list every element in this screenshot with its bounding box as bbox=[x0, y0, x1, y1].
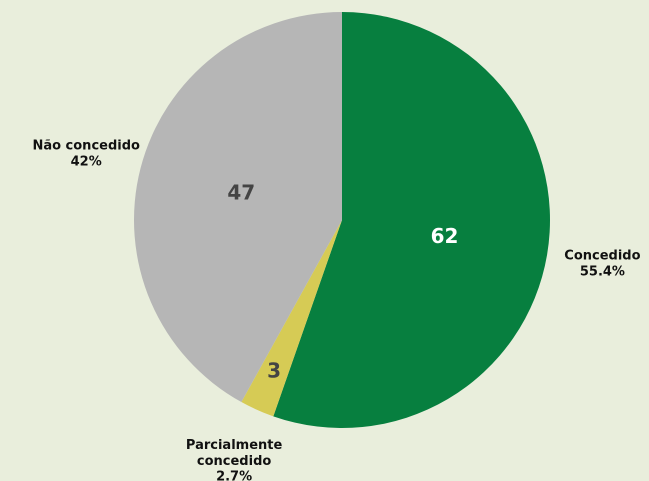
percentage-label: 2.7% bbox=[216, 470, 252, 481]
percentage-label: 42% bbox=[71, 155, 102, 170]
pie-slice bbox=[273, 12, 550, 428]
slice-value-label: 47 bbox=[227, 181, 255, 205]
slice-value-label: 3 bbox=[267, 358, 281, 382]
category-label-line: concedido bbox=[197, 454, 271, 469]
slice-value-label: 62 bbox=[431, 224, 459, 248]
pie-slice bbox=[241, 220, 342, 417]
category-label-line: Parcialmente bbox=[186, 438, 283, 453]
category-label: Parcialmente concedido bbox=[186, 438, 283, 469]
category-label: Não concedido bbox=[32, 139, 140, 154]
percentage-label: 55.4% bbox=[580, 265, 625, 280]
pie-slice bbox=[133, 12, 342, 403]
category-label: Concedido bbox=[564, 249, 640, 264]
